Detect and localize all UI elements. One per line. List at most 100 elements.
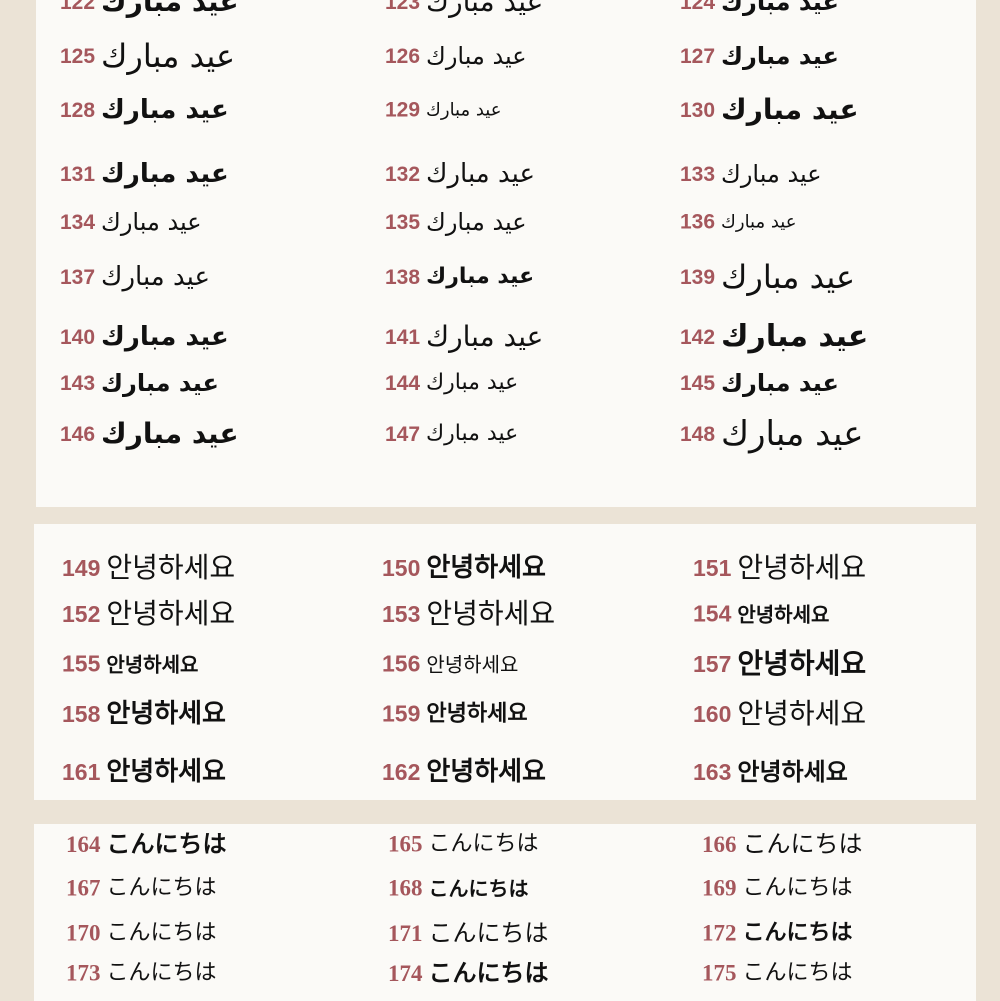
sample-number: 163 <box>693 758 732 785</box>
sample-text: عيد مبارك <box>426 0 544 18</box>
sample-text: 안녕하세요 <box>106 757 226 787</box>
sample-text: 안녕하세요 <box>737 758 848 786</box>
sample: 139 عيد مبارك <box>680 261 855 293</box>
sample-text: عيد مبارك <box>426 42 527 70</box>
sample-number: 175 <box>702 960 737 986</box>
sample: 146 عيد مبارك <box>60 420 239 448</box>
sample-text: こんにちは <box>428 959 549 987</box>
sample-number: 135 <box>385 210 421 234</box>
sample-number: 171 <box>388 920 423 946</box>
sample: 174 こんにちは <box>388 961 549 985</box>
sample-text: こんにちは <box>742 920 853 945</box>
sample: 152 안녕하세요 <box>62 600 235 628</box>
sample-number: 127 <box>680 44 716 68</box>
sample-number: 165 <box>388 831 423 857</box>
sample-number: 174 <box>388 960 423 986</box>
sample-number: 123 <box>385 0 421 14</box>
sample-text: عيد مبارك <box>426 421 519 446</box>
sample: 160 안녕하세요 <box>693 700 866 728</box>
sample-number: 134 <box>60 210 96 234</box>
sample-text: عيد مبارك <box>721 93 859 126</box>
sample: 175 こんにちは <box>702 962 853 985</box>
sample-number: 130 <box>680 98 716 122</box>
sample-number: 169 <box>702 875 737 901</box>
sample-number: 162 <box>382 758 421 785</box>
sample-number: 152 <box>62 600 101 627</box>
sample-text: こんにちは <box>428 876 529 900</box>
sample-text: 안녕하세요 <box>106 699 226 729</box>
sample: 163 안녕하세요 <box>693 760 848 784</box>
sample: 149 안녕하세요 <box>62 554 235 582</box>
sample-number: 128 <box>60 98 96 122</box>
sample-text: عيد مبارك <box>426 159 535 189</box>
sample: 130 عيد مبارك <box>680 96 859 124</box>
sample: 162 안녕하세요 <box>382 759 546 785</box>
sample: 129 عيد مبارك <box>385 100 501 121</box>
sample-number: 131 <box>60 162 96 186</box>
sample: 155 안녕하세요 <box>62 652 199 676</box>
sample-number: 167 <box>66 875 101 901</box>
sample-number: 136 <box>680 210 716 234</box>
sample-text: 안녕하세요 <box>106 652 199 676</box>
sample-number: 143 <box>60 371 96 395</box>
sample-number: 129 <box>385 98 421 122</box>
sample-number: 170 <box>66 920 101 946</box>
sample-text: 안녕하세요 <box>106 551 236 584</box>
sample-number: 147 <box>385 422 421 446</box>
sample-text: 안녕하세요 <box>737 647 867 680</box>
sample: 141 عيد مبارك <box>385 323 543 351</box>
sample-text: こんにちは <box>742 960 853 985</box>
sample: 173 こんにちは <box>66 962 217 985</box>
sample: 165 こんにちは <box>388 833 539 856</box>
sample-number: 142 <box>680 325 716 349</box>
sample-text: عيد مبارك <box>721 42 839 70</box>
sample: 135 عيد مبارك <box>385 210 527 234</box>
sample-text: عيد مبارك <box>721 258 856 296</box>
sample-text: عيد مبارك <box>426 208 527 236</box>
sample-number: 153 <box>382 600 421 627</box>
sample: 128 عيد مبارك <box>60 97 229 123</box>
sample: 144 عيد مبارك <box>385 372 518 394</box>
sample-text: عيد مبارك <box>721 319 869 354</box>
sample-number: 159 <box>382 700 421 727</box>
sample-number: 137 <box>60 265 96 289</box>
sample: 170 こんにちは <box>66 922 217 945</box>
sample-text: 안녕하세요 <box>426 757 546 787</box>
sample-number: 124 <box>680 0 716 14</box>
sample: 164 こんにちは <box>66 832 227 856</box>
sample-number: 164 <box>66 831 101 857</box>
sample-number: 168 <box>388 875 423 901</box>
sample: 167 こんにちは <box>66 877 217 900</box>
sample: 169 こんにちは <box>702 877 853 900</box>
sample-number: 145 <box>680 371 716 395</box>
sample: 157 안녕하세요 <box>693 650 866 678</box>
sample-text: こんにちは <box>106 920 217 945</box>
sample-number: 122 <box>60 0 96 14</box>
sample-text: عيد مبارك <box>101 0 239 18</box>
sample-text: عيد مبارك <box>721 160 822 188</box>
sample-number: 149 <box>62 554 101 581</box>
sample-text: 안녕하세요 <box>106 597 236 630</box>
sample-text: عيد مبارك <box>101 262 210 292</box>
sample-text: عيد مبارك <box>426 264 535 289</box>
sample-number: 126 <box>385 44 421 68</box>
sample-text: 안녕하세요 <box>426 652 519 676</box>
sample: 122 عيد مبارك <box>60 0 239 16</box>
sample: 145 عيد مبارك <box>680 371 839 395</box>
sample: 171 こんにちは <box>388 921 549 945</box>
sample: 125 عيد مبارك <box>60 40 235 72</box>
sample: 172 こんにちは <box>702 922 853 945</box>
sample: 133 عيد مبارك <box>680 162 822 186</box>
sample-number: 160 <box>693 700 732 727</box>
sample: 153 안녕하세요 <box>382 600 555 628</box>
sample-text: عيد مبارك <box>101 417 239 450</box>
sample-text: 안녕하세요 <box>737 697 867 730</box>
sample-number: 133 <box>680 162 716 186</box>
sample: 140 عيد مبارك <box>60 324 229 350</box>
sample-number: 157 <box>693 650 732 677</box>
sample: 148 عيد مبارك <box>680 417 864 451</box>
sample-number: 154 <box>693 600 732 627</box>
sample-text: عيد مبارك <box>426 99 502 120</box>
sample: 159 안녕하세요 <box>382 700 528 727</box>
